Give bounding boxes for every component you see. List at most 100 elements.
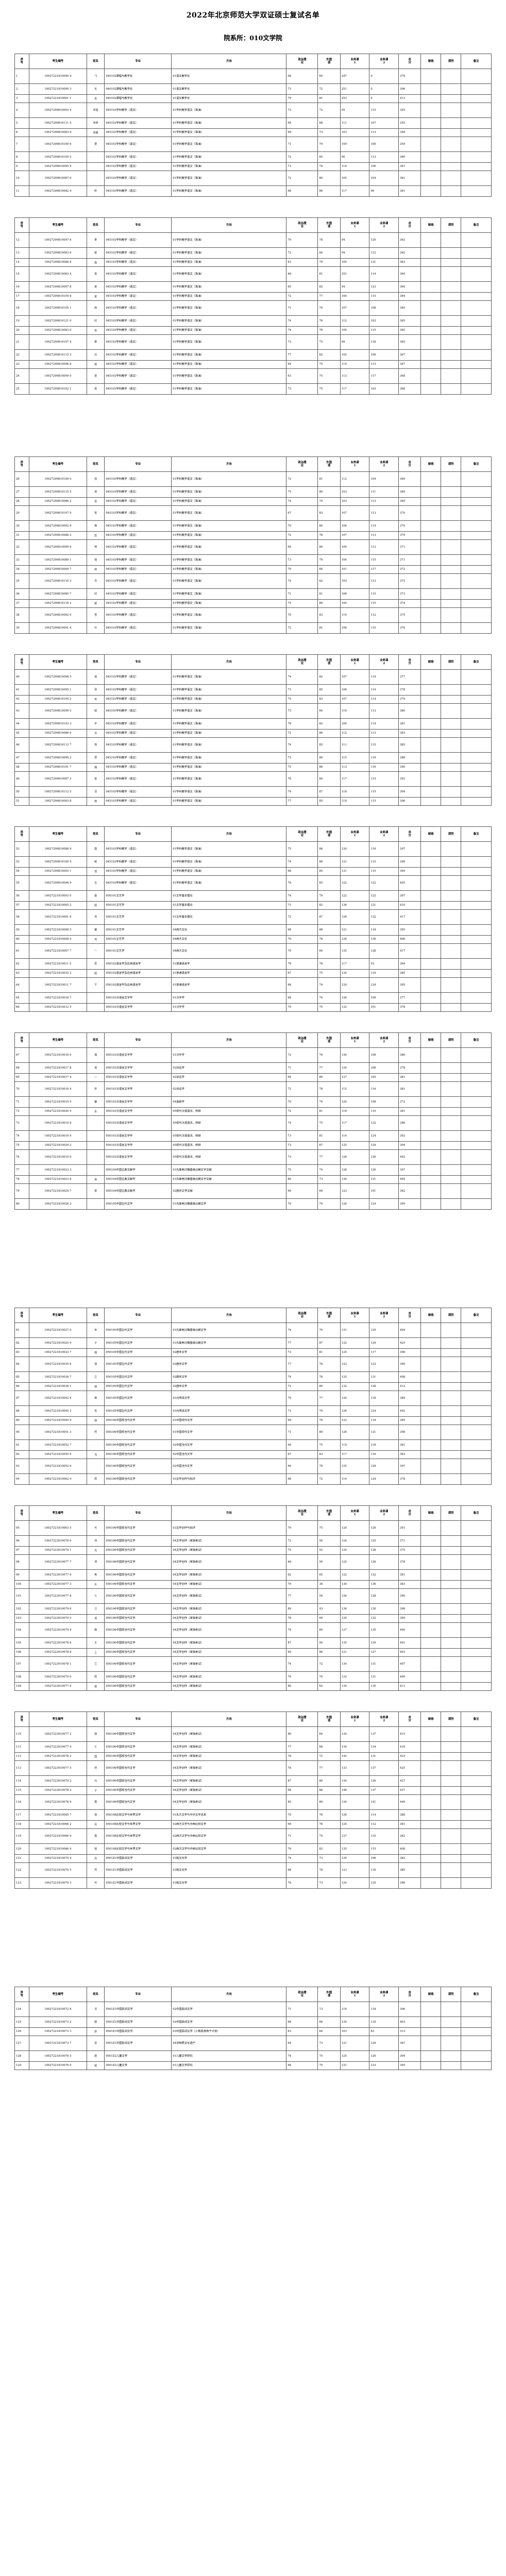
table-row[interactable]: 116 10027223910078 9 展 050106中国现当代文学 04文学创作（…: [14, 1794, 492, 1810]
table-row[interactable]: 122 10027221810070 5 然 0501Z1中国民间文学 01跨文化学 68…: [14, 1862, 492, 1878]
table-row[interactable]: 117 10027221810065 7 琪 050108比较文学与世界文学 01东方文…: [14, 1809, 492, 1821]
table-row[interactable]: 78 10027221810023 8 易 050104中国古典文献学 01先秦两汉魏晋…: [14, 1175, 492, 1184]
table-row[interactable]: 70 10027221810018 4 彦 050103汉语言文字学 02训诂学 72 78…: [14, 1081, 492, 1097]
table-row[interactable]: 17 10027299810104 8 家 045103学科教学（语文） 01学科教学语…: [14, 292, 492, 301]
table-row[interactable]: 73 10027221810019 8 050103汉语言文字学 05现代汉语语法、修…: [14, 1115, 492, 1131]
table-row[interactable]: 5 10027299810111 9 朱婷 045103学科教学（语文） 01学科教学语…: [14, 117, 492, 129]
table-row[interactable]: 18 10027299810105 1 雨 045103学科教学（语文） 01学科教学语…: [14, 300, 492, 316]
table-row[interactable]: 128 10027221810076 5 晨 0501Z2儿童文学 01儿童文学研究 74…: [14, 2050, 492, 2062]
table-row[interactable]: 118 10027221810066 2 月 050108比较文学与世界文学 02西方文…: [14, 1820, 492, 1829]
table-row[interactable]: 3 10027221810001 1 吉 040102课程与教学论 01语文教学论 79 8…: [14, 94, 492, 104]
table-row[interactable]: 11 10027299810082 4 昕 045103学科教学（语文） 01学科教学语…: [14, 185, 492, 197]
table-row[interactable]: 56 10027221810003 0 燊 050101文艺学 01文学基本理论 74 79…: [14, 890, 492, 902]
table-row[interactable]: 30 10027299810092 9 琳 045103学科教学（语文） 01学科教学语…: [14, 520, 492, 532]
table-row[interactable]: 72 10027221810020 5 永 050103汉语言文字学 05现代汉语语法、…: [14, 1107, 492, 1116]
table-row[interactable]: 66 10027221810012 5 050103汉语言文字学 01汉字学 70 75 1…: [14, 1003, 492, 1012]
table-row[interactable]: 43 10027299810099 5 娟 045103学科教学（语文） 01学科教学语…: [14, 703, 492, 719]
table-row[interactable]: 76 10027221810019 6 050103汉语言文字学 05现代汉语语法、修…: [14, 1149, 492, 1165]
table-row[interactable]: 107 10027223910078 1 兰 050106中国现当代文学 04文学创作（…: [14, 1656, 492, 1672]
table-row[interactable]: 89 10027221810049 9 菲 050106中国现当代文学 01中国现代文学…: [14, 1416, 492, 1426]
table-row[interactable]: 57 10027221810005 2 阳 050101文艺学 01文学基本理论 71 82…: [14, 901, 492, 910]
table-row[interactable]: 12 10027299810097 6 奉 045103学科教学（语文） 01学科教学语…: [14, 232, 492, 248]
table-row[interactable]: 79 10027221810024 7 梁 050104中国古典文献学 02唐宋文学文献…: [14, 1183, 492, 1199]
table-row[interactable]: 20 10027299810083 0 怡 045103学科教学（语文） 01学科教学语…: [14, 326, 492, 335]
table-row[interactable]: 38 10027299810092 0 雪 045103学科教学（语文） 01学科教学语…: [14, 607, 492, 623]
table-row[interactable]: 121 10027221810070 4 丹 0501Z1中国民间文学 01跨文化学 74…: [14, 1854, 492, 1863]
table-row[interactable]: 26 10027299810100 0 旭 045103学科教学（语文） 01学科教学语…: [14, 471, 492, 487]
table-row[interactable]: 97 10027223910079 1 光 050106中国现当代文学 04文学创作（单…: [14, 1546, 492, 1555]
table-row[interactable]: 92 10027221810055 0 乌 050106中国现当代文学 02中国当代文学…: [14, 1450, 492, 1460]
table-row[interactable]: 24 10027299810099 0 苗 045103学科教学（语文） 01学科教学语…: [14, 368, 492, 384]
table-row[interactable]: 53 10027299810100 4 敏 045103学科教学（语文） 01学科教学语…: [14, 856, 492, 868]
table-row[interactable]: 47 10027299810090 2 慧 045103学科教学（语文） 01学科教学语…: [14, 752, 492, 764]
table-row[interactable]: 27 10027299810115 5 淑 045103学科教学（语文） 01学科教学语…: [14, 486, 492, 498]
table-row[interactable]: 77 10027221810023 3 050104中国古典文献学 01先秦两汉魏晋南…: [14, 1164, 492, 1176]
table-row[interactable]: 83 10027221810033 7 端 050105中国古代文学 02唐宋文学 73 8…: [14, 1348, 492, 1358]
table-row[interactable]: 1 10027221810000 4 飞 040102课程与教学论 01语文教学论 66 6…: [14, 69, 492, 84]
table-row[interactable]: 91 10027221810052 7 050106中国现当代文学 02中国当代文学 6…: [14, 1439, 492, 1451]
table-row[interactable]: 59 10027221810008 5 馨 050101文艺学 04西方文论 68 88 12…: [14, 924, 492, 936]
table-row[interactable]: 34 10027299810094 7 婷 045103学科教学（语文） 01学科教学语…: [14, 565, 492, 574]
table-row[interactable]: 21 10027299810107 4 娄 045103学科教学（语文） 01学科教学语…: [14, 334, 492, 350]
table-row[interactable]: 101 10027223910077 8 七 050106中国现当代文学 04文学创作（…: [14, 1588, 492, 1604]
table-row[interactable]: 15 10027299810083 4 嘉 045103学科教学（语文） 01学科教学语…: [14, 266, 492, 282]
table-row[interactable]: 49 10027299810087 3 莹 045103学科教学（语文） 01学科教学语…: [14, 771, 492, 787]
table-row[interactable]: 14 10027299810086 8 晶 045103学科教学（语文） 01学科教学语…: [14, 258, 492, 267]
table-row[interactable]: 39 10027299810091 4 玲 045103学科教学（语文） 01学科教学语…: [14, 622, 492, 634]
table-row[interactable]: 19 10027299810121 0 欣 045103学科教学（语文） 01学科教学语…: [14, 315, 492, 327]
table-row[interactable]: 67 10027221810016 0 瑞 050103汉语言文字学 01汉字学 72 76…: [14, 1047, 492, 1063]
table-row[interactable]: 45 10027299810086 0 月 045103学科教学（语文） 01学科教学语…: [14, 729, 492, 738]
table-row[interactable]: 42 10027299810104 2 芳 045103学科教学（语文） 01学科教学语…: [14, 695, 492, 704]
table-row[interactable]: 82 10027221810025 9 子 050105中国古代文学 01先秦两汉魏晋南…: [14, 1337, 492, 1349]
table-row[interactable]: 69 10027221810017 4 一 050103汉语言文字学 02训诂学 69 80…: [14, 1073, 492, 1082]
table-row[interactable]: 61 10027221810007 7 一 050101文艺学 04西方文论 70 84 13…: [14, 943, 492, 959]
table-row[interactable]: 65 10027221810016 7 050103汉语言文字学 01汉字学 68 74 1…: [14, 992, 492, 1004]
table-row[interactable]: 102 10027223910079 6 江 050106中国现当代文学 04文学创作（…: [14, 1603, 492, 1615]
table-row[interactable]: 111 10027223910077 4 工 050106中国现当代文学 04文学创作（…: [14, 1741, 492, 1753]
table-row[interactable]: 80 10027221810026 3 050105中国古代文学 01先秦两汉魏晋南北…: [14, 1198, 492, 1210]
table-row[interactable]: 99 10027223910077 6 焦 050106中国现当代文学 04文学创作（单…: [14, 1569, 492, 1581]
table-row[interactable]: 62 10027221810011 5 思 050102语言学及应用语言学 01普通语言…: [14, 958, 492, 970]
table-row[interactable]: 98 10027223910077 7 涛 050106中国现当代文学 04文学创作（单…: [14, 1554, 492, 1570]
table-row[interactable]: 86 10027221810038 1 茹 050105中国古代文学 02唐宋文学 72 8…: [14, 1382, 492, 1392]
table-row[interactable]: 93 10027221810052 6 050106中国现当代文学 02中国当代文学 6…: [14, 1459, 492, 1475]
table-row[interactable]: 48 10027299810101 7 璐 045103学科教学（语文） 01学科教学语…: [14, 763, 492, 772]
table-row[interactable]: 90 10027221810051 3 然 050106中国现当代文学 01中国现代文学…: [14, 1425, 492, 1440]
table-row[interactable]: 96 10027223910078 0 伟 050106中国现当代文学 04文学创作（单…: [14, 1535, 492, 1547]
table-row[interactable]: 100 10027223910077 3 炎 050106中国现当代文学 04文学创作（…: [14, 1580, 492, 1589]
table-row[interactable]: 95 10027221810063 5 可 050106中国现当代文学 03文学创作与批…: [14, 1520, 492, 1536]
table-row[interactable]: 109 10027223910077 9 晨 050106中国现当代文学 04文学创作（…: [14, 1682, 492, 1691]
table-row[interactable]: 2 10027221810000 3 化 040102课程与教学论 01语文教学论 73 7…: [14, 83, 492, 95]
table-row[interactable]: 123 10027221810070 3 可 0501Z1中国民间文学 01跨文化学 76…: [14, 1877, 492, 1889]
table-row[interactable]: 115 10027223910078 3 子 050106中国现当代文学 04文学创作（…: [14, 1786, 492, 1795]
table-row[interactable]: 85 10027221810036 7 立 050105中国古代文学 02唐宋文学 74 7…: [14, 1371, 492, 1383]
table-row[interactable]: 125 10027221810073 2 韶 0501Z1中国民间文学 02中国民间文学…: [14, 2016, 492, 2028]
table-row[interactable]: 46 10027299810113 7 菲 045103学科教学（语文） 01学科教学语…: [14, 737, 492, 753]
table-row[interactable]: 37 10027299810118 2 颖 045103学科教学（语文） 01学科教学语…: [14, 599, 492, 608]
table-row[interactable]: 33 10027299810089 1 瑶 045103学科教学（语文） 01学科教学语…: [14, 554, 492, 566]
table-row[interactable]: 32 10027299810090 6 琦 045103学科教学（语文） 01学科教学语…: [14, 539, 492, 555]
table-row[interactable]: 6 10027299810083 8 张静 045103学科教学（语文） 01学科教学语…: [14, 128, 492, 138]
table-row[interactable]: 110 10027223910077 2 建 050106中国现当代文学 04文学创作（…: [14, 1726, 492, 1742]
table-row[interactable]: 105 10027223910078 6 王 050106中国现当代文学 04文学创作（…: [14, 1637, 492, 1649]
table-row[interactable]: 16 10027299810097 8 景 045103学科教学（语文） 01学科教学语…: [14, 281, 492, 293]
table-row[interactable]: 113 10027223910077 5 帅 050106中国现当代文学 04文学创作（…: [14, 1760, 492, 1776]
table-row[interactable]: 9 10027299810095 9 045103学科教学（语文） 01学科教学语文（…: [14, 162, 492, 172]
table-row[interactable]: 124 10027221810072 8 戈 0501Z1中国民间文学 02中国民间文学…: [14, 2002, 492, 2018]
table-row[interactable]: 84 10027221810035 6 通 050105中国古代文学 02唐宋文学 77 7…: [14, 1357, 492, 1372]
table-row[interactable]: 68 10027221810017 8 琪 050103汉语言文字学 02训诂学 71 77…: [14, 1062, 492, 1074]
table-row[interactable]: 120 10027221810066 4 瑜 050108比较文学与世界文学 02西方文…: [14, 1843, 492, 1855]
table-row[interactable]: 25 10027299810102 1 嘉 045103学科教学（语文） 01学科教学语…: [14, 383, 492, 395]
table-row[interactable]: 127 10027221810073 7 恩 0501Z1中国民间文学 04非物质文化遗…: [14, 2036, 492, 2052]
table-row[interactable]: 94 10027221810062 9 辰 050106中国现当代文学 03文学创作与批…: [14, 1473, 492, 1485]
table-row[interactable]: 81 10027221810027 0 世 050105中国古代文学 01先秦两汉魏晋南…: [14, 1323, 492, 1338]
table-row[interactable]: 52 10027299810088 9 露 045103学科教学（语文） 01学科教学语…: [14, 841, 492, 857]
table-row[interactable]: 50 10027299810112 5 洁 045103学科教学（语文） 01学科教学语…: [14, 786, 492, 798]
table-row[interactable]: 44 10027299810103 3 宇 045103学科教学（语文） 01学科教学语…: [14, 718, 492, 730]
table-row[interactable]: 22 10027299810115 3 白 045103学科教学（语文） 01学科教学语…: [14, 349, 492, 361]
table-row[interactable]: 129 10027221810076 0 锐 0501Z2儿童文学 01儿童文学研究 66…: [14, 2061, 492, 2071]
table-row[interactable]: 106 10027223910078 8 上 050106中国现当代文学 04文学创作（…: [14, 1648, 492, 1657]
table-row[interactable]: 60 10027221810008 9 尧 050101文艺学 04西方文论 70 78 12…: [14, 935, 492, 944]
table-row[interactable]: 126 10027221810073 3 彦 0501Z1中国民间文学 03中国民间文学…: [14, 2027, 492, 2037]
table-row[interactable]: 63 10027221810010 2 昭 050102语言学及应用语言学 01普通语言…: [14, 969, 492, 978]
